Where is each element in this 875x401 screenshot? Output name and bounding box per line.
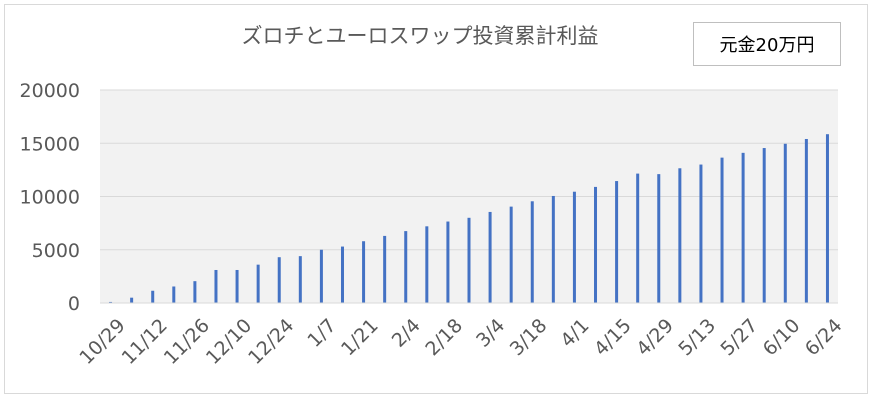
bar — [340, 246, 344, 303]
x-tick-label: 3/18 — [506, 315, 552, 361]
y-tick-label: 15000 — [20, 133, 80, 155]
bar — [362, 241, 366, 303]
principal-note: 元金20万円 — [693, 22, 841, 66]
bar — [256, 264, 260, 303]
bar — [741, 152, 745, 303]
x-tick-label: 4/15 — [590, 315, 636, 361]
y-axis-ticks: 0 5000 10000 15000 20000 — [20, 80, 80, 315]
x-tick-label: 12/24 — [244, 315, 298, 369]
bar — [488, 211, 492, 303]
bar-series — [109, 134, 829, 303]
bar — [572, 191, 576, 303]
x-tick-label: 12/10 — [202, 315, 256, 369]
bar — [404, 231, 408, 303]
bar — [214, 269, 218, 303]
x-tick-label: 6/10 — [759, 315, 805, 361]
bar — [425, 226, 429, 303]
bar — [277, 257, 281, 303]
bar — [298, 256, 302, 303]
bar — [130, 297, 134, 303]
chart-title: ズロチとユーロスワップ投資累計利益 — [241, 24, 599, 48]
bar — [678, 168, 682, 303]
y-tick-label: 10000 — [20, 187, 80, 209]
bar — [509, 206, 513, 303]
x-tick-label: 6/24 — [801, 315, 847, 361]
x-tick-label: 1/21 — [337, 315, 383, 361]
x-tick-label: 2/18 — [421, 315, 467, 361]
bar — [446, 221, 450, 303]
x-tick-label: 11/12 — [118, 315, 172, 369]
bar — [172, 286, 176, 303]
bar — [551, 195, 555, 303]
bar — [762, 148, 766, 303]
y-tick-label: 5000 — [32, 240, 80, 262]
y-tick-label: 0 — [68, 293, 80, 315]
bar — [783, 143, 787, 303]
bar — [699, 164, 703, 303]
bar — [720, 157, 724, 303]
x-tick-label: 5/13 — [674, 315, 720, 361]
x-tick-label: 1/7 — [303, 315, 340, 352]
bar — [657, 174, 661, 303]
x-tick-label: 4/1 — [556, 315, 593, 352]
x-tick-label: 11/26 — [160, 315, 214, 369]
x-tick-label: 4/29 — [632, 315, 678, 361]
bar — [235, 269, 239, 303]
bar — [109, 301, 113, 303]
bar — [319, 249, 323, 303]
y-tick-label: 20000 — [20, 80, 80, 102]
bar — [804, 138, 808, 303]
bar — [615, 181, 619, 303]
bar — [530, 201, 534, 303]
x-tick-label: 3/4 — [472, 315, 509, 352]
bar — [193, 281, 197, 303]
bar — [151, 290, 155, 303]
x-tick-label: 2/4 — [388, 315, 425, 352]
x-tick-label: 5/27 — [717, 315, 763, 361]
bar — [825, 134, 829, 303]
bar — [594, 186, 598, 303]
bar — [636, 173, 640, 303]
bar — [383, 235, 387, 303]
bar — [467, 217, 471, 303]
x-tick-label: 10/29 — [75, 315, 129, 369]
